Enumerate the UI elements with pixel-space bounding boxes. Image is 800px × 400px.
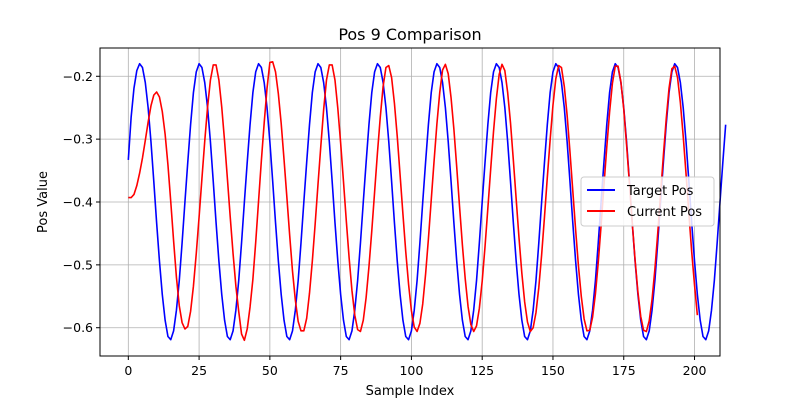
x-tick-label: 150 xyxy=(541,363,565,378)
y-tick-label: −0.5 xyxy=(63,257,93,272)
y-tick-label: −0.4 xyxy=(63,195,93,210)
y-tick-label: −0.2 xyxy=(63,69,93,84)
legend: Target Pos Current Pos xyxy=(580,176,715,227)
x-tick-label: 100 xyxy=(399,363,423,378)
chart-title: Pos 9 Comparison xyxy=(338,25,481,44)
x-tick-label: 75 xyxy=(333,363,349,378)
x-tick-label: 175 xyxy=(612,363,636,378)
x-axis-label: Sample Index xyxy=(366,384,455,399)
x-axis: 0 25 50 75 100 125 150 175 200 xyxy=(124,356,706,378)
legend-label-target-pos: Target Pos xyxy=(626,184,694,199)
x-tick-label: 50 xyxy=(262,363,278,378)
y-tick-label: −0.6 xyxy=(63,320,93,335)
x-tick-label: 200 xyxy=(683,363,707,378)
y-tick-label: −0.3 xyxy=(63,132,93,147)
x-tick-label: 25 xyxy=(191,363,207,378)
y-axis: −0.6 −0.5 −0.4 −0.3 −0.2 xyxy=(63,69,100,335)
y-axis-label: Pos Value xyxy=(36,171,51,233)
x-tick-label: 125 xyxy=(470,363,494,378)
legend-label-current-pos: Current Pos xyxy=(627,205,702,220)
x-tick-label: 0 xyxy=(124,363,132,378)
